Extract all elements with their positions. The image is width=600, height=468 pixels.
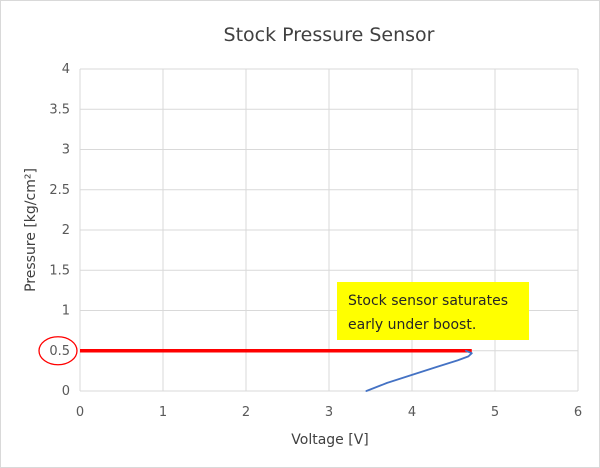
y-tick-label: 1.5 [49,263,70,278]
series-layer [80,349,473,392]
x-tick-label: 6 [574,405,582,420]
y-axis-label: Pressure [kg/cm²] [23,168,39,292]
y-tick-label: 1 [62,304,70,319]
y-tick-label: 0.5 [49,344,70,359]
x-tick-label: 4 [408,405,416,420]
x-tick-label: 5 [491,405,499,420]
y-tick-label: 3 [62,143,70,158]
tick-highlight-ellipse [38,336,78,366]
x-axis-label: Voltage [V] [291,432,368,448]
x-tick-label: 0 [76,405,84,420]
y-tick-label: 4 [62,62,70,77]
y-tick-label: 2 [62,223,70,238]
annotation-layer: Stock sensor saturates early under boost… [337,282,529,340]
annotation-line-1: Stock sensor saturates [348,293,508,309]
annotation-box [337,282,529,340]
grid-layer [79,68,579,392]
x-tick-label: 1 [159,405,167,420]
annotation-line-2: early under boost. [348,317,476,333]
x-tick-label: 3 [325,405,333,420]
y-tick-label: 3.5 [49,102,70,117]
series-line [365,349,473,392]
x-tick-label: 2 [242,405,250,420]
y-tick-label: 2.5 [49,183,70,198]
chart-title: Stock Pressure Sensor [224,24,435,46]
y-tick-label: 0 [62,384,70,399]
tick-layer: 0 0.5 1 1.5 2 2.5 3 3.5 4 0 1 2 3 4 5 6 [38,62,582,420]
